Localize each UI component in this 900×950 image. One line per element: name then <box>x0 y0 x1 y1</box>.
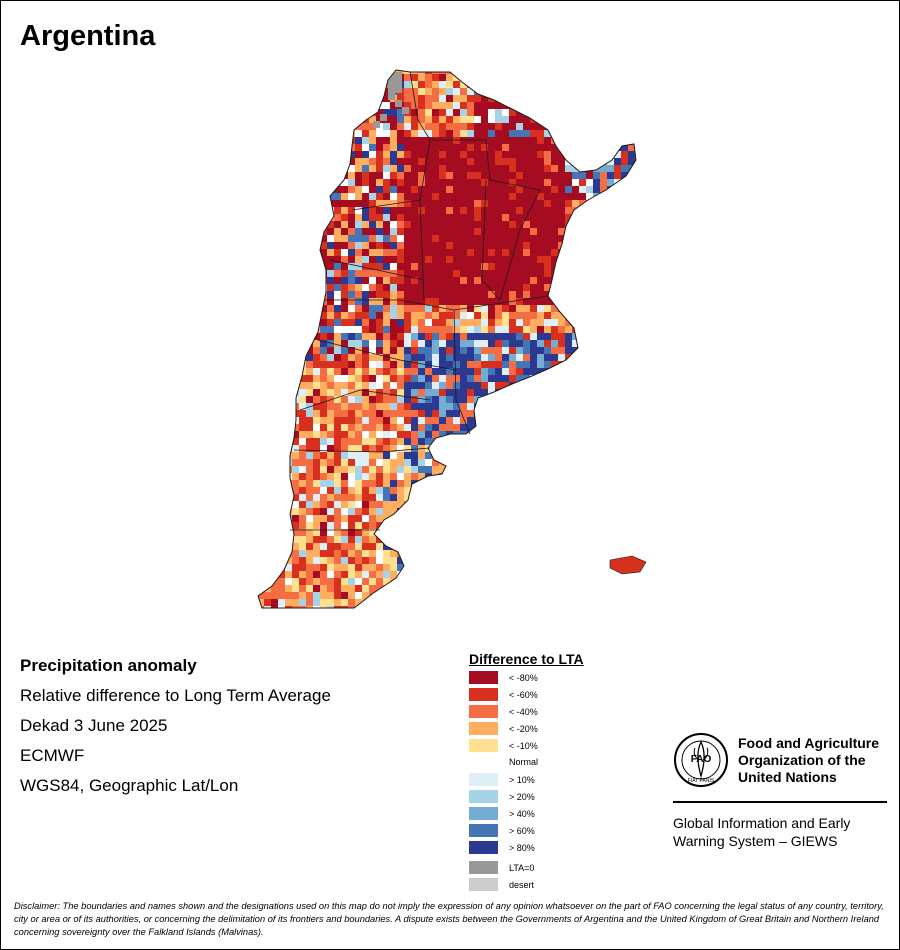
map-title: Argentina <box>20 20 156 52</box>
legend-item: < -40% <box>469 705 538 718</box>
map-description: Relative difference to Long Term Average <box>20 686 331 705</box>
legend-swatch <box>469 824 498 837</box>
divider <box>673 801 887 803</box>
legend-item: > 80% <box>469 841 535 854</box>
legend-swatch <box>469 790 498 803</box>
legend-label: < -10% <box>509 740 538 751</box>
legend: Difference to LTA < -80% < -60% < -40% < -2… <box>469 651 584 891</box>
map-metadata: Precipitation anomaly Relative differenc… <box>20 655 331 805</box>
fao-logo-letters: FAO <box>691 754 712 765</box>
legend-item: > 60% <box>469 824 535 837</box>
falkland-islands <box>609 555 647 575</box>
legend-item-extra: LTA=0 <box>469 861 534 874</box>
organization-name: Food and Agriculture Organization of the… <box>738 735 880 785</box>
legend-swatch <box>469 671 498 684</box>
legend-label: < -80% <box>509 672 538 683</box>
legend-item: < -20% <box>469 722 538 735</box>
map-period: Dekad 3 June 2025 <box>20 716 168 735</box>
legend-label: > 60% <box>509 825 535 836</box>
legend-item: > 40% <box>469 807 535 820</box>
legend-label: < -60% <box>509 689 538 700</box>
legend-item: < -80% <box>469 671 538 684</box>
legend-swatch <box>469 878 498 891</box>
fao-logo-motto: FIAT PANIS <box>688 778 715 784</box>
map-projection: WGS84, Geographic Lat/Lon <box>20 776 239 795</box>
legend-swatch <box>469 861 498 874</box>
legend-label: desert <box>509 879 535 890</box>
map-source: ECMWF <box>20 746 85 765</box>
legend-swatch <box>469 739 498 752</box>
argentina-anomaly-map <box>257 69 647 609</box>
legend-item-extra: desert <box>469 878 534 891</box>
legend-label-normal: Normal <box>509 757 539 767</box>
legend-label: > 20% <box>509 791 535 802</box>
legend-item: > 20% <box>469 790 535 803</box>
legend-title: Difference to LTA <box>469 651 584 667</box>
legend-item: < -60% <box>469 688 538 701</box>
legend-item: < -10% <box>469 739 538 752</box>
legend-swatch <box>469 841 498 854</box>
map-variable: Precipitation anomaly <box>20 656 197 675</box>
legend-swatch <box>469 688 498 701</box>
legend-label: > 40% <box>509 808 535 819</box>
disclaimer: Disclaimer: The boundaries and names sho… <box>14 901 884 937</box>
legend-label: < -40% <box>509 706 538 717</box>
legend-label: > 80% <box>509 842 535 853</box>
system-name: Global Information and Early Warning Sys… <box>673 815 851 849</box>
legend-swatch <box>469 773 498 786</box>
legend-swatch <box>469 722 498 735</box>
legend-swatch <box>469 807 498 820</box>
legend-label: LTA=0 <box>509 862 535 873</box>
legend-swatch <box>469 705 498 718</box>
legend-label: > 10% <box>509 774 535 785</box>
legend-label: < -20% <box>509 723 538 734</box>
legend-item: > 10% <box>469 773 535 786</box>
fao-logo-icon: FAO FIAT PANIS <box>674 733 728 787</box>
